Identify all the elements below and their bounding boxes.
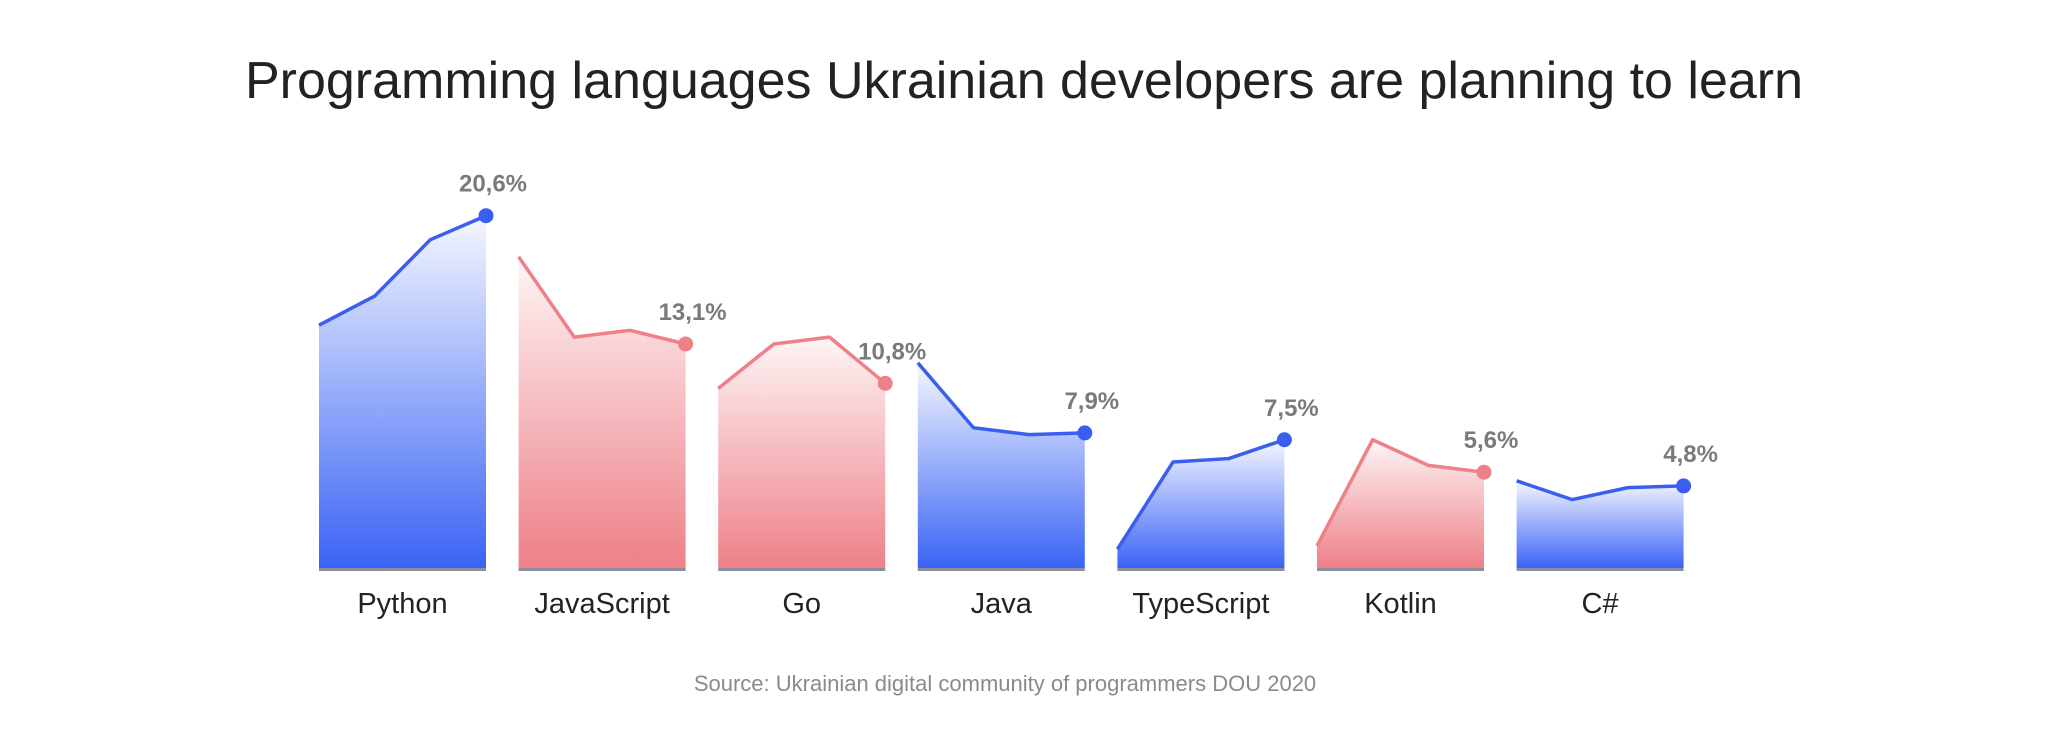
chart-source: Source: Ukrainian digital community of p… <box>694 671 1316 696</box>
series-line <box>1315 438 1485 547</box>
end-point <box>1476 464 1492 480</box>
area <box>718 337 886 568</box>
series-line <box>1115 438 1285 551</box>
category-label: TypeScript <box>1132 588 1269 620</box>
category-label: Go <box>782 588 821 620</box>
panel-javascript: 13,1% JavaScript <box>517 255 727 620</box>
series-line <box>1516 479 1684 502</box>
panel-go: 10,8% Go <box>717 335 926 620</box>
value-label: 10,8% <box>858 338 926 365</box>
value-label: 13,1% <box>659 299 727 326</box>
panel-kotlin: 5,6% Kotlin <box>1315 427 1519 620</box>
series-line <box>517 255 687 346</box>
end-point <box>1676 478 1692 494</box>
category-label: Kotlin <box>1364 588 1437 620</box>
end-point <box>678 336 694 352</box>
area <box>1516 480 1684 568</box>
value-label: 20,6% <box>459 171 527 198</box>
panel-typescript: 7,5% TypeScript <box>1115 395 1319 620</box>
category-label: Java <box>971 588 1033 620</box>
series-line <box>717 335 887 390</box>
area <box>1117 439 1285 568</box>
value-label: 7,5% <box>1264 395 1319 422</box>
panel-c: 4,8% C# <box>1516 441 1718 620</box>
panels: 20,6% Python 13,1% JavaScript 10,8% Go 7,9% Jav… <box>318 171 1718 620</box>
series-line <box>318 214 487 327</box>
area <box>1317 439 1484 568</box>
value-label: 5,6% <box>1464 427 1519 454</box>
value-label: 4,8% <box>1663 441 1718 468</box>
end-point <box>1276 432 1292 448</box>
end-point <box>877 375 893 391</box>
chart-title: Programming languages Ukrainian develope… <box>245 52 1803 110</box>
end-point <box>478 208 494 224</box>
category-label: Python <box>357 588 447 620</box>
category-label: JavaScript <box>534 588 669 620</box>
value-label: 7,9% <box>1064 388 1119 415</box>
series-line <box>916 361 1085 437</box>
category-label: C# <box>1582 588 1619 620</box>
end-point <box>1077 425 1093 441</box>
panel-java: 7,9% Java <box>916 361 1119 620</box>
panel-python: 20,6% Python <box>318 171 527 620</box>
